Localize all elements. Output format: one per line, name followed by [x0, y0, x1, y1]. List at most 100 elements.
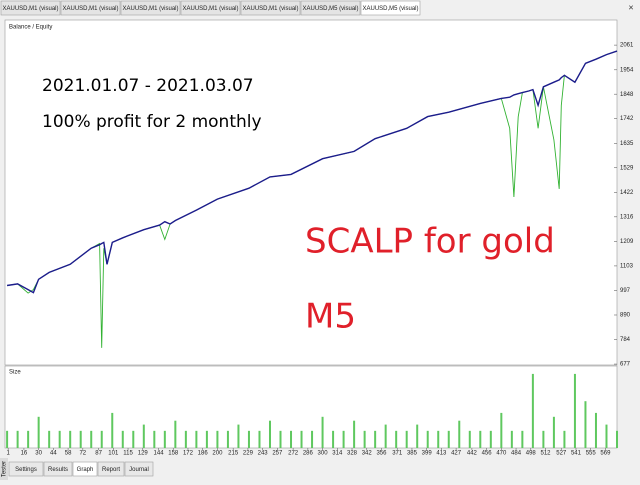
- size-bar: [184, 430, 187, 448]
- size-bar: [174, 420, 177, 448]
- y-tick-label: 1954: [620, 67, 634, 73]
- size-bar: [510, 430, 513, 448]
- size-bar: [48, 430, 51, 448]
- size-bar: [290, 430, 293, 448]
- bottom-tab-label[interactable]: Results: [48, 467, 68, 473]
- x-tick-label: 87: [95, 451, 102, 457]
- tab-label[interactable]: XAUUSD,M1 (visual): [182, 6, 238, 12]
- x-tick-label: 527: [556, 451, 567, 457]
- tab-label[interactable]: XAUUSD,M5 (visual): [302, 6, 358, 12]
- x-tick-label: 456: [482, 451, 493, 457]
- size-bar: [426, 430, 429, 448]
- x-tick-label: 243: [258, 451, 269, 457]
- size-bar: [195, 430, 198, 448]
- tab[interactable]: [360, 0, 421, 16]
- size-bar: [531, 373, 534, 448]
- size-bar: [594, 412, 597, 448]
- x-tick-label: 172: [183, 451, 194, 457]
- bottom-tab[interactable]: [72, 461, 98, 477]
- bottom-tab[interactable]: [8, 461, 44, 477]
- tab[interactable]: [180, 0, 241, 16]
- tab-label[interactable]: XAUUSD,M1 (visual): [2, 6, 58, 12]
- size-bar: [121, 430, 124, 448]
- annotation: SCALP for gold: [305, 222, 555, 262]
- y-tick-label: 677: [620, 362, 631, 368]
- x-tick-label: 115: [123, 451, 133, 457]
- size-bar: [16, 430, 19, 448]
- size-bar: [489, 430, 492, 448]
- balance-line: [6, 50, 618, 294]
- bottom-tab-label[interactable]: Graph: [77, 467, 94, 473]
- annotation: 2021.01.07 - 2021.03.07: [42, 76, 254, 96]
- x-tick-label: 399: [422, 451, 433, 457]
- x-tick-label: 300: [318, 451, 329, 457]
- size-bar: [321, 416, 324, 448]
- size-bar: [205, 430, 208, 448]
- close-icon[interactable]: ×: [628, 2, 633, 12]
- x-tick-label: 342: [362, 451, 373, 457]
- size-bar: [90, 430, 93, 448]
- y-tick-label: 997: [620, 288, 631, 294]
- bottom-tab-label[interactable]: Settings: [15, 467, 37, 473]
- x-tick-label: 541: [571, 451, 582, 457]
- y-tick-label: 1742: [620, 116, 634, 122]
- tab[interactable]: [0, 0, 61, 16]
- side-bar: [0, 458, 8, 480]
- tab-label[interactable]: XAUUSD,M5 (visual): [362, 6, 418, 12]
- size-bar: [458, 420, 461, 448]
- x-tick-label: 512: [540, 451, 551, 457]
- x-tick-label: 30: [35, 451, 42, 457]
- tab-label[interactable]: XAUUSD,M1 (visual): [62, 6, 118, 12]
- y-tick-label: 1316: [620, 214, 634, 220]
- y-tick-label: 1422: [620, 190, 634, 196]
- x-tick-label: 272: [288, 451, 299, 457]
- size-bar: [374, 430, 377, 448]
- x-tick-label: 1: [6, 451, 10, 457]
- size-bar: [300, 430, 303, 448]
- size-bar: [332, 430, 335, 448]
- bottom-tab[interactable]: [124, 461, 154, 477]
- tab[interactable]: [120, 0, 181, 16]
- size-bar: [111, 412, 114, 448]
- size-bar: [279, 430, 282, 448]
- size-bar: [605, 424, 608, 448]
- x-tick-label: 286: [303, 451, 314, 457]
- size-bar: [237, 424, 240, 448]
- size-bar: [437, 430, 440, 448]
- size-bar: [153, 430, 156, 448]
- size-bar: [563, 430, 566, 448]
- tab[interactable]: [240, 0, 301, 16]
- x-tick-label: 328: [347, 451, 358, 457]
- x-tick-label: 371: [392, 451, 403, 457]
- tab-label[interactable]: XAUUSD,M1 (visual): [242, 6, 298, 12]
- y-tick-label: 2061: [620, 43, 634, 49]
- size-bar: [405, 430, 408, 448]
- bottom-tab-label[interactable]: Report: [102, 467, 120, 473]
- x-tick-label: 385: [407, 451, 418, 457]
- size-bar: [27, 430, 30, 448]
- tab-label[interactable]: XAUUSD,M1 (visual): [122, 6, 178, 12]
- size-bar: [479, 430, 482, 448]
- x-tick-label: 200: [212, 451, 223, 457]
- bottom-tab[interactable]: [43, 461, 73, 477]
- bottom-tab-label[interactable]: Journal: [129, 467, 149, 473]
- size-bar: [311, 430, 314, 448]
- size-bar: [573, 373, 576, 448]
- size-bar: [79, 430, 82, 448]
- x-tick-label: 413: [436, 451, 447, 457]
- x-tick-label: 129: [138, 451, 149, 457]
- bottom-tab[interactable]: [97, 461, 125, 477]
- x-tick-label: 186: [198, 451, 209, 457]
- x-tick-label: 16: [21, 451, 28, 457]
- annotation: M5: [305, 297, 356, 337]
- y-tick-label: 1529: [620, 165, 634, 171]
- x-tick-label: 470: [496, 451, 507, 457]
- tab[interactable]: [300, 0, 361, 16]
- x-tick-label: 555: [586, 451, 597, 457]
- size-bar: [258, 430, 261, 448]
- y-tick-label: 784: [620, 337, 631, 343]
- size-bar: [58, 430, 61, 448]
- tab[interactable]: [60, 0, 121, 16]
